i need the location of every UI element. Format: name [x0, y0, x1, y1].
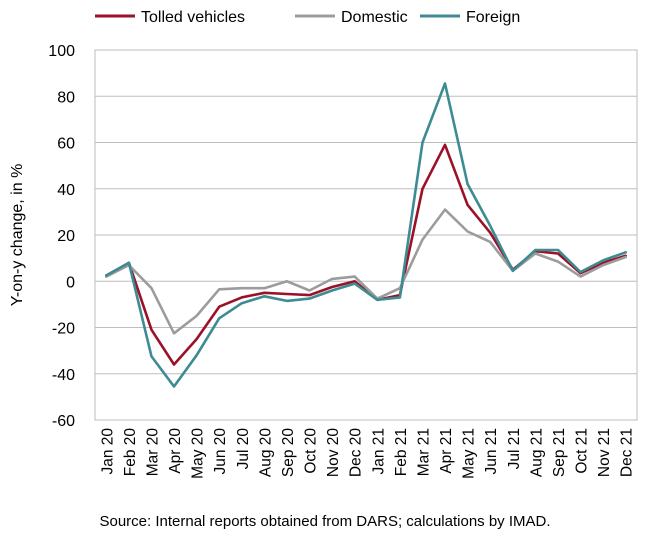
source-note: Source: Internal reports obtained from D… — [99, 513, 551, 530]
y-tick-label: 60 — [57, 136, 75, 153]
y-tick-label: 0 — [66, 274, 75, 291]
y-tick-label: -20 — [52, 321, 75, 338]
x-tick-label: Feb 21 — [393, 428, 410, 476]
legend: Tolled vehicles Domestic Foreign — [95, 9, 520, 26]
y-tick-label: 80 — [57, 89, 75, 106]
x-tick-label: Mar 21 — [415, 428, 432, 476]
x-tick-label: May 20 — [190, 428, 207, 479]
x-tick-label: Feb 20 — [122, 428, 139, 477]
x-tick-label: Oct 20 — [303, 428, 320, 474]
x-tick-label: Dec 21 — [619, 428, 636, 477]
x-tick-label: Nov 21 — [596, 428, 613, 477]
x-tick-label: Jan 20 — [99, 428, 116, 475]
x-tick-label: Aug 20 — [257, 428, 274, 478]
x-tick-label: Jul 21 — [506, 428, 523, 469]
y-tick-label: -40 — [52, 367, 75, 384]
x-tick-label: Apr 20 — [167, 428, 184, 474]
y-axis-title: Y-on-y change, in % — [9, 164, 26, 307]
y-tick-label: 40 — [57, 182, 75, 199]
y-axis-ticks: -60 -40 -20 0 20 40 60 80 100 — [48, 43, 75, 430]
legend-label: Foreign — [466, 9, 520, 26]
legend-item-domestic: Domestic — [295, 9, 408, 26]
legend-item-tolled-vehicles: Tolled vehicles — [95, 9, 245, 26]
x-tick-label: Jun 21 — [483, 428, 500, 475]
grid — [94, 49, 638, 421]
x-tick-label: May 21 — [461, 428, 478, 479]
series-lines — [105, 82, 628, 388]
x-tick-label: Jul 20 — [235, 428, 252, 470]
series-line-domestic — [105, 208, 628, 335]
x-tick-label: Mar 20 — [144, 428, 161, 477]
x-tick-label: Apr 21 — [438, 428, 455, 474]
x-tick-label: Sep 20 — [280, 428, 297, 478]
x-tick-label: Oct 21 — [574, 428, 591, 474]
series-line-tolled-vehicles — [105, 143, 628, 366]
x-tick-label: Jan 21 — [370, 428, 387, 475]
x-axis-ticks: Jan 20 Feb 20 Mar 20 Apr 20 May 20 Jun 20 Jul … — [99, 428, 635, 479]
legend-label: Tolled vehicles — [141, 9, 245, 26]
y-tick-label: 100 — [48, 43, 75, 60]
x-tick-label: Aug 21 — [528, 428, 545, 477]
x-tick-label: Dec 20 — [348, 428, 365, 477]
y-tick-label: 20 — [57, 228, 75, 245]
x-tick-label: Jun 20 — [212, 428, 229, 475]
legend-item-foreign: Foreign — [420, 9, 520, 26]
series-line-foreign — [105, 82, 628, 388]
legend-label: Domestic — [341, 9, 408, 26]
x-tick-label: Sep 21 — [551, 428, 568, 477]
x-tick-label: Nov 20 — [325, 428, 342, 477]
y-tick-label: -60 — [52, 413, 75, 430]
